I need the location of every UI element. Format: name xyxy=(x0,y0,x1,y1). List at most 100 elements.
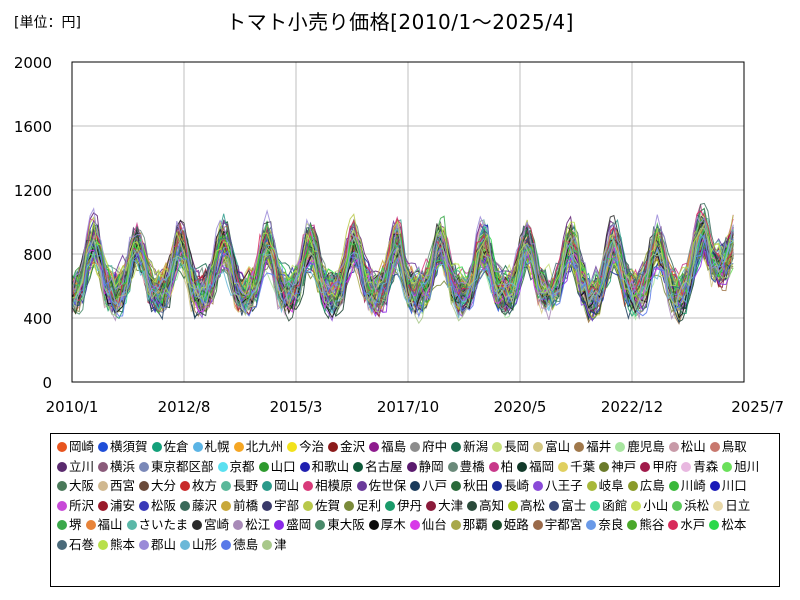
legend-marker xyxy=(217,461,228,472)
legend-marker xyxy=(98,461,109,472)
legend-label: 水戸 xyxy=(680,517,706,533)
legend-marker xyxy=(274,520,285,531)
legend-item: 徳島 xyxy=(221,535,258,555)
legend-item: 山口 xyxy=(258,457,296,477)
legend-label: 所沢 xyxy=(69,497,95,513)
legend-label: 日立 xyxy=(725,497,751,513)
x-tick-label: 2015/3 xyxy=(270,398,323,416)
legend-item: 金沢 xyxy=(328,437,365,457)
legend-label: 川崎 xyxy=(680,478,706,494)
legend-marker xyxy=(180,539,191,550)
legend-label: 石巻 xyxy=(69,536,95,552)
series-line xyxy=(71,232,734,319)
y-axis-ticks: 0 400 800 1200 1600 2000 xyxy=(14,54,52,392)
legend-marker xyxy=(353,461,364,472)
legend-item: 枚方 xyxy=(180,476,217,496)
legend-marker xyxy=(139,539,150,550)
legend-item: 豊橋 xyxy=(447,457,485,477)
legend-marker xyxy=(98,539,109,550)
legend-label: 神戸 xyxy=(611,458,637,474)
legend-label: 津 xyxy=(274,536,287,552)
legend-item: 甲府 xyxy=(640,457,677,477)
legend-item: 八戸 xyxy=(410,476,447,496)
legend-marker xyxy=(574,442,585,452)
legend-marker xyxy=(409,520,420,531)
legend-marker xyxy=(709,442,720,452)
legend-item: 佐倉 xyxy=(151,437,189,457)
legend-label: 北九州 xyxy=(245,439,284,454)
plot-frame xyxy=(71,61,745,383)
legend-marker xyxy=(303,481,314,492)
legend: 岡崎 横須賀 佐倉 札幌 北九州 今治 金沢 福島 府中 新潟 長岡 富山 福井 鹿児島 松山 鳥取立川 横浜東… xyxy=(50,433,780,587)
legend-item: 柏 xyxy=(488,457,514,477)
legend-marker xyxy=(410,481,421,492)
legend-item: 富山 xyxy=(533,437,570,457)
legend-item: 厚木 xyxy=(368,515,406,535)
legend-item: 所沢 xyxy=(57,496,94,516)
legend-label: 松阪 xyxy=(151,497,177,513)
legend-label: 豊橋 xyxy=(459,458,485,474)
legend-label: 今治 xyxy=(299,439,325,454)
legend-label: 佐賀 xyxy=(315,497,341,513)
legend-label: 富士 xyxy=(561,497,587,513)
legend-marker xyxy=(139,481,150,492)
series-line xyxy=(71,222,734,297)
legend-marker xyxy=(57,481,67,492)
legend-label: 松山 xyxy=(680,439,706,454)
legend-label: 福山 xyxy=(97,517,123,533)
legend-item: 伊丹 xyxy=(385,496,422,516)
legend-item: 福島 xyxy=(369,437,406,457)
legend-marker xyxy=(139,461,150,472)
y-tick-label: 1600 xyxy=(14,118,52,136)
legend-marker xyxy=(627,481,638,492)
legend-marker xyxy=(221,481,232,492)
legend-label: 相模原 xyxy=(315,478,353,494)
legend-marker xyxy=(517,461,528,472)
y-tick-label: 2000 xyxy=(14,54,52,72)
legend-item: 足利 xyxy=(344,496,381,516)
legend-label: 名古屋 xyxy=(365,458,403,474)
legend-label: 高知 xyxy=(479,497,505,513)
legend-item: 浜松 xyxy=(672,496,709,516)
legend-marker xyxy=(722,461,733,472)
legend-label: 横浜 xyxy=(110,458,136,474)
legend-marker xyxy=(315,520,326,531)
legend-label: 札幌 xyxy=(204,439,230,454)
legend-label: 八王子 xyxy=(545,478,583,494)
legend-marker xyxy=(447,461,458,472)
legend-marker xyxy=(713,500,724,511)
x-tick-label: 2025/7 xyxy=(731,398,784,416)
legend-label: 郡山 xyxy=(151,536,177,552)
legend-item: 奈良 xyxy=(586,515,623,535)
legend-item: 郡山 xyxy=(139,535,176,555)
legend-marker xyxy=(488,461,499,472)
legend-item: 川崎 xyxy=(668,476,706,496)
legend-marker xyxy=(57,461,67,472)
legend-label: 柏 xyxy=(500,458,514,474)
legend-item: 秋田 xyxy=(451,476,488,496)
legend-marker xyxy=(492,442,503,452)
legend-item: 横浜 xyxy=(98,457,135,477)
legend-label: 小山 xyxy=(643,497,669,513)
legend-label: 岡山 xyxy=(274,478,300,494)
legend-label: 鹿児島 xyxy=(627,439,665,454)
y-tick-label: 0 xyxy=(42,374,52,392)
legend-label: 金沢 xyxy=(340,439,366,454)
legend-label: 西宮 xyxy=(110,478,136,494)
legend-label: 浦安 xyxy=(110,497,136,513)
legend-marker xyxy=(303,500,314,511)
legend-label: 府中 xyxy=(422,439,448,454)
grid-lines xyxy=(72,62,744,382)
legend-marker xyxy=(533,481,544,492)
legend-marker xyxy=(57,539,67,550)
legend-item: 広島 xyxy=(627,476,665,496)
legend-label: 高松 xyxy=(520,497,546,513)
legend-marker xyxy=(262,539,273,550)
legend-marker xyxy=(262,500,273,511)
legend-item: 松山 xyxy=(668,437,706,457)
legend-marker xyxy=(151,442,162,452)
legend-label: 佐倉 xyxy=(163,439,189,454)
legend-marker xyxy=(98,481,109,492)
series-layer xyxy=(71,202,734,326)
legend-item: 鹿児島 xyxy=(615,437,665,457)
